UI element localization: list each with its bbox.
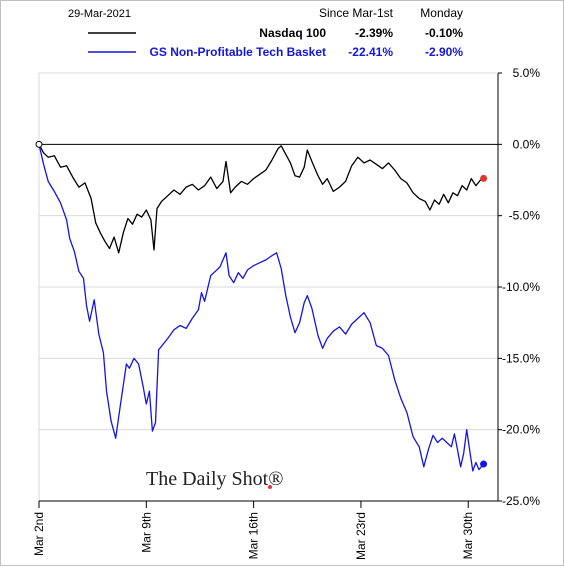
x-tick-label: Mar 16th	[247, 512, 261, 559]
series-lines	[35, 140, 488, 472]
y-tick-label: 0.0%	[513, 137, 541, 151]
legend-since-nasdaq: -2.39%	[355, 26, 393, 40]
x-tick-labels: Mar 2nd Mar 9th Mar 16th Mar 23rd Mar 30th	[32, 512, 475, 560]
legend-column-monday: Monday	[420, 6, 463, 20]
end-marker-gs	[480, 460, 488, 468]
legend-monday-gs: -2.90%	[425, 45, 463, 59]
y-tick-label: -25.0%	[502, 494, 540, 508]
watermark-text: The Daily Shot®	[146, 468, 283, 490]
x-tick-label: Mar 30th	[461, 512, 475, 559]
axes	[38, 72, 502, 508]
origin-marker	[35, 140, 43, 148]
legend-date: 29-Mar-2021	[68, 8, 131, 20]
y-tick-label: 5.0%	[513, 66, 541, 80]
watermark-dot	[268, 485, 272, 489]
legend-label-gs: GS Non-Profitable Tech Basket	[150, 45, 326, 59]
legend-label-nasdaq: Nasdaq 100	[259, 26, 326, 40]
y-tick-label: -15.0%	[502, 351, 540, 365]
x-tick-label: Mar 23rd	[354, 512, 368, 560]
y-tick-labels: 5.0% 0.0% -5.0% -10.0% -15.0% -20.0% -25.0%	[502, 66, 540, 508]
legend-monday-nasdaq: -0.10%	[425, 26, 463, 40]
y-tick-label: -5.0%	[509, 209, 541, 223]
x-tick-label: Mar 9th	[139, 512, 153, 553]
legend-column-since: Since Mar-1st	[319, 6, 394, 20]
y-tick-label: -10.0%	[502, 280, 540, 294]
gridlines	[39, 72, 498, 431]
end-marker-nasdaq	[480, 174, 488, 182]
legend-since-gs: -22.41%	[348, 45, 393, 59]
series-line-gs	[38, 144, 485, 472]
watermark-logo: The Daily Shot®	[146, 468, 283, 490]
x-tick-label: Mar 2nd	[32, 512, 46, 556]
series-line-nasdaq	[38, 143, 484, 254]
legend: 29-Mar-2021 Since Mar-1st Monday Nasdaq …	[68, 6, 463, 59]
y-tick-label: -20.0%	[502, 423, 540, 437]
